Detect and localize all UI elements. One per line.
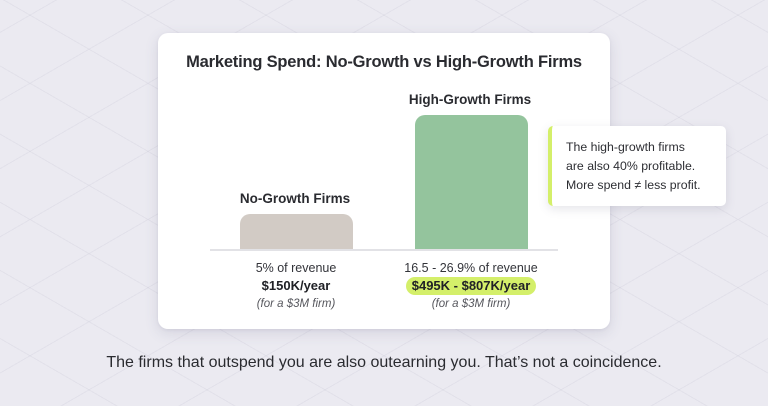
caption-high-growth: 16.5 - 26.9% of revenue $495K - $807K/ye… (371, 259, 571, 313)
chart-baseline (210, 249, 558, 251)
callout-box: The high-growth firms are also 40% profi… (548, 126, 726, 206)
callout-line-1: The high-growth firms (566, 140, 685, 154)
callout-line-2: are also 40% profitable. (566, 159, 696, 173)
callout-line-3: More spend ≠ less profit. (566, 178, 701, 192)
caption-no-growth: 5% of revenue $150K/year (for a $3M firm… (196, 259, 396, 313)
bar-no-growth (240, 214, 353, 249)
chart-title: Marketing Spend: No-Growth vs High-Growt… (186, 53, 582, 71)
note-no-growth: (for a $3M firm) (256, 298, 336, 310)
dollars-high-growth: $495K - $807K/year (405, 277, 537, 295)
bar-label-high-growth: High-Growth Firms (408, 92, 532, 107)
pct-high-growth: 16.5 - 26.9% of revenue (404, 261, 538, 275)
note-high-growth: (for a $3M firm) (431, 298, 511, 310)
bar-high-growth (415, 115, 528, 249)
chart-card: Marketing Spend: No-Growth vs High-Growt… (158, 33, 610, 329)
bar-label-no-growth: No-Growth Firms (239, 191, 351, 206)
pct-no-growth: 5% of revenue (255, 261, 337, 275)
dollars-no-growth: $150K/year (261, 278, 331, 293)
footer-caption: The firms that outspend you are also out… (106, 354, 662, 371)
